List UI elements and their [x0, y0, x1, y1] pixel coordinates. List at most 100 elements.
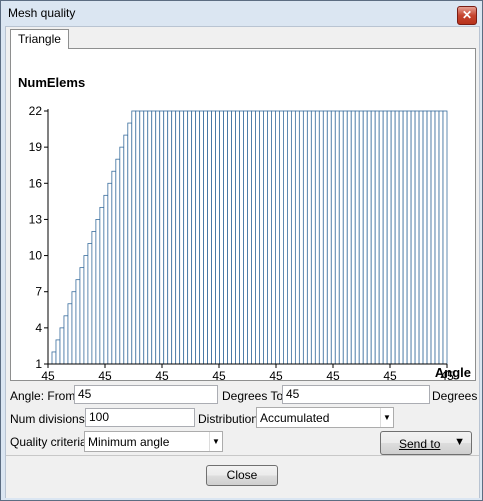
histogram-bar	[103, 194, 109, 365]
histogram-bar	[163, 110, 169, 365]
histogram-bar	[366, 110, 372, 365]
distribution-label: Distribution:	[198, 412, 262, 426]
histogram-bar	[131, 110, 137, 365]
histogram-bar	[99, 206, 105, 365]
histogram-bar	[167, 110, 173, 365]
y-axis-title: NumElems	[18, 75, 85, 90]
quality-criteria-select[interactable]: Minimum angle ▼	[84, 431, 223, 452]
y-tick-label: 10	[29, 249, 43, 263]
histogram-bar	[123, 134, 129, 365]
y-tick-label: 19	[29, 140, 43, 154]
histogram-bar	[418, 110, 424, 365]
histogram-bar	[243, 110, 248, 365]
histogram-bar	[119, 146, 125, 365]
histogram-bar	[207, 110, 212, 365]
histogram-bar	[107, 182, 113, 365]
x-tick-label: 45	[41, 369, 55, 380]
histogram-bar	[283, 110, 288, 365]
quality-criteria-label: Quality criteria:	[10, 435, 91, 449]
histogram-bar	[223, 110, 228, 365]
histogram-bar	[374, 110, 380, 365]
histogram-bar	[127, 122, 133, 365]
histogram-bar	[135, 110, 141, 365]
histogram-bar	[386, 110, 392, 365]
histogram-bar	[267, 110, 272, 365]
window-title: Mesh quality	[8, 6, 76, 20]
degrees-label: Degrees	[432, 389, 478, 403]
chevron-down-icon[interactable]: ▼	[380, 408, 393, 427]
distribution-select[interactable]: Accumulated ▼	[256, 407, 394, 428]
x-tick-label: 45	[155, 369, 169, 380]
title-bar: Mesh quality ✕	[1, 1, 482, 25]
histogram-bar	[75, 279, 81, 365]
histogram-bar	[111, 170, 117, 365]
num-divisions-label: Num divisions:	[10, 412, 89, 426]
y-tick-label: 7	[35, 285, 42, 299]
histogram-bar	[227, 110, 232, 365]
tab-triangle[interactable]: Triangle	[10, 29, 69, 49]
histogram-bar	[342, 110, 348, 365]
y-tick-label: 16	[29, 176, 43, 190]
histogram-bar	[430, 110, 436, 365]
histogram-bar	[346, 110, 352, 365]
x-axis-title: Angle	[435, 365, 471, 380]
chevron-down-icon[interactable]: ▼	[209, 432, 222, 451]
histogram-bar	[159, 110, 165, 365]
histogram-bar	[235, 110, 240, 365]
histogram-bar	[139, 110, 145, 365]
window-close-icon[interactable]: ✕	[457, 6, 477, 25]
chart-panel: NumElems Angle 1 4 7 10 13 16 19 22 45 45 45 45 45 45 45…	[10, 48, 476, 381]
histogram-bar	[318, 110, 324, 365]
angle-from-input[interactable]: 45	[74, 385, 218, 404]
histogram-bar	[298, 110, 304, 365]
histogram-bar	[95, 219, 101, 365]
histogram-bar	[179, 110, 185, 365]
degrees-to-label: Degrees To	[222, 389, 284, 403]
client-area: Triangle NumElems Angle 1 4 7 10 13 16 19 22 45 45 4…	[5, 26, 480, 498]
histogram-bar	[294, 110, 300, 365]
histogram-bar	[175, 110, 181, 365]
histogram-bar	[143, 110, 149, 365]
histogram-bar	[279, 110, 284, 365]
histogram-bar	[187, 110, 193, 365]
quality-criteria-value: Minimum angle	[88, 435, 170, 449]
histogram-bar	[259, 110, 264, 365]
num-divisions-input[interactable]: 100	[85, 408, 195, 427]
y-tick-label: 4	[35, 321, 42, 335]
histogram-bar	[358, 110, 364, 365]
histogram-bar	[402, 110, 408, 365]
histogram-bar	[302, 110, 308, 365]
histogram-bar	[67, 303, 73, 365]
send-to-button[interactable]: Send to ▼	[380, 431, 472, 455]
histogram-bar	[55, 339, 61, 365]
histogram-bar	[171, 110, 177, 365]
x-tick-label: 45	[98, 369, 112, 380]
close-button[interactable]: Close	[206, 465, 278, 486]
histogram-bar	[151, 110, 157, 365]
y-tick-label: 22	[29, 104, 43, 118]
histogram-bar	[378, 110, 384, 365]
histogram-bar	[115, 158, 121, 365]
histogram-bar	[247, 110, 252, 365]
histogram-bar	[314, 110, 320, 365]
histogram-bar	[91, 231, 97, 365]
histogram-bar	[199, 110, 205, 365]
histogram-bar	[382, 110, 388, 365]
angle-to-input[interactable]: 45	[282, 385, 430, 404]
histogram-bar	[231, 110, 236, 365]
x-tick-label: 45	[269, 369, 283, 380]
y-tick-label: 13	[29, 212, 43, 226]
histogram-bar	[414, 110, 420, 365]
histogram-bar	[306, 110, 312, 365]
histogram-bar	[390, 110, 396, 365]
histogram-bar	[211, 110, 216, 365]
histogram-bar	[195, 110, 201, 365]
histogram-bar	[255, 110, 260, 365]
histogram-bar	[63, 315, 69, 365]
histogram-bar	[326, 110, 332, 365]
dialog-footer: Close	[6, 455, 479, 498]
histogram-bar	[275, 110, 280, 365]
histogram-bar	[203, 110, 209, 365]
histogram-bar	[410, 110, 416, 365]
